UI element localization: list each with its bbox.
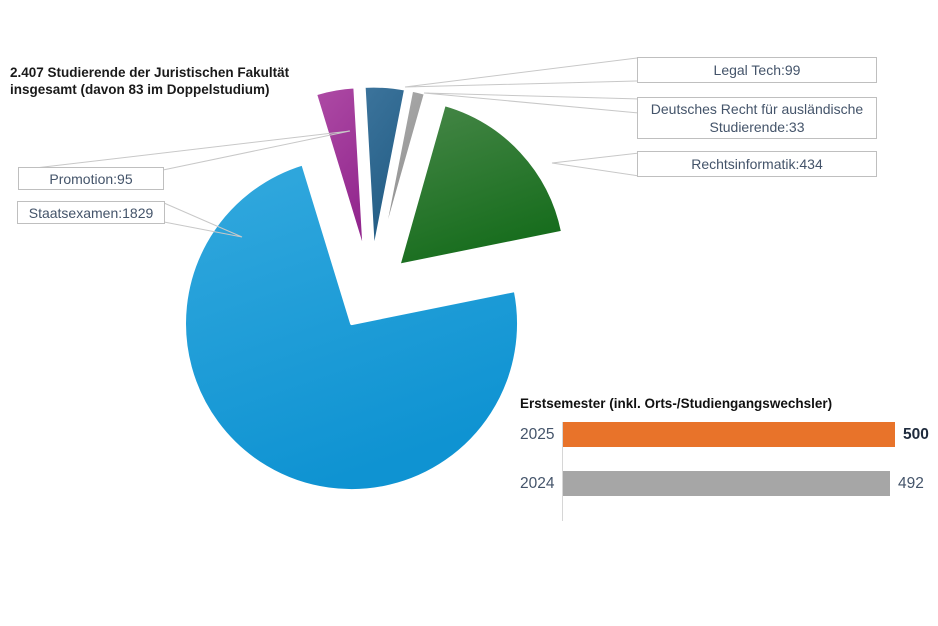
pie-slice-promotion bbox=[314, 85, 366, 256]
bar-value-label-2024: 492 bbox=[898, 474, 924, 492]
pie-slice-rechtsinformatik bbox=[397, 103, 565, 267]
leader-line-promotion bbox=[17, 130, 351, 171]
bar-chart: Erstsemester (inkl. Orts-/Studiengangswe… bbox=[520, 396, 938, 522]
bar-chart-title: Erstsemester (inkl. Orts-/Studiengangswe… bbox=[520, 396, 833, 411]
pie-chart-title-line2: insgesamt (davon 83 im Doppelstudium) bbox=[10, 82, 270, 97]
callout-legal-tech-label: Legal Tech:99 bbox=[713, 62, 801, 78]
leader-line-rechtsinformatik bbox=[551, 152, 640, 177]
callout-staatsexamen: Staatsexamen:1829 bbox=[17, 201, 165, 224]
pie-slice-legal-tech bbox=[362, 84, 408, 255]
callout-rechtsinformatik: Rechtsinformatik:434 bbox=[637, 151, 877, 177]
bar-2024 bbox=[563, 471, 890, 496]
bar-category-label-2024: 2024 bbox=[520, 474, 555, 492]
callout-legal-tech: Legal Tech:99 bbox=[637, 57, 877, 83]
bar-value-label-2025: 500 bbox=[903, 425, 929, 443]
callout-promotion-label: Promotion:95 bbox=[49, 170, 133, 187]
callout-deutsches-recht: Deutsches Recht für ausländische Studier… bbox=[637, 97, 877, 139]
bar-row-2024: 2024 492 bbox=[520, 471, 938, 496]
callout-deutsches-recht-label: Deutsches Recht für ausländische Studier… bbox=[650, 101, 864, 135]
pie-chart-title: 2.407 Studierende der Juristischen Fakul… bbox=[10, 64, 320, 98]
callout-promotion: Promotion:95 bbox=[18, 167, 164, 190]
leader-line-deutsches-recht bbox=[423, 92, 640, 114]
bar-plot-area: 2025 500 2024 492 bbox=[520, 422, 938, 522]
leader-line-legal-tech bbox=[404, 57, 638, 88]
bar-axis-line bbox=[562, 422, 563, 521]
leader-line-staatsexamen bbox=[163, 202, 243, 238]
pie-slice-staatsexamen bbox=[183, 162, 521, 493]
callout-staatsexamen-label: Staatsexamen:1829 bbox=[28, 204, 154, 221]
bar-row-2025: 2025 500 bbox=[520, 422, 938, 447]
pie-chart-title-line1: 2.407 Studierende der Juristischen Fakul… bbox=[10, 65, 290, 80]
bar-2025 bbox=[563, 422, 895, 447]
bar-category-label-2025: 2025 bbox=[520, 425, 555, 443]
callout-rechtsinformatik-label: Rechtsinformatik:434 bbox=[691, 156, 823, 172]
